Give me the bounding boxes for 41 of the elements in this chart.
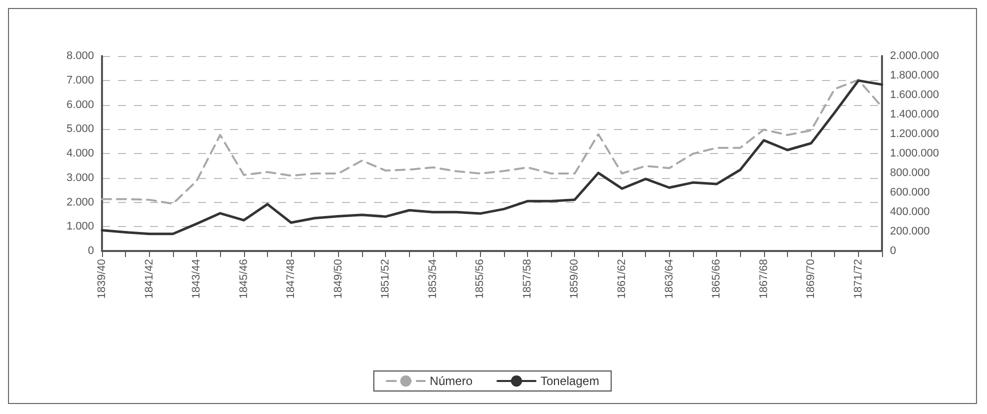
line-series xyxy=(101,78,883,205)
x-tick-label: 1851/52 xyxy=(380,259,392,299)
y-tick-label: 0 xyxy=(88,245,94,257)
y2-tick-label: 600.000 xyxy=(890,186,930,198)
y2-tick-label: 800.000 xyxy=(890,167,930,179)
y-tick-label: 2.000 xyxy=(66,196,94,208)
y-tick-label: 4.000 xyxy=(66,148,94,160)
x-tick-label: 1867/68 xyxy=(758,259,770,299)
x-tick-label: 1845/46 xyxy=(238,259,250,299)
x-tick-label: 1841/42 xyxy=(143,259,156,299)
line-series xyxy=(100,79,884,236)
x-tick-label: 1865/66 xyxy=(710,259,723,299)
x-tick-label: 1849/50 xyxy=(332,259,344,299)
x-tick-label: 1843/44 xyxy=(190,259,203,299)
y2-tick-label: 400.000 xyxy=(890,206,930,218)
x-tick-label: 1853/54 xyxy=(426,259,439,299)
y2-tick-label: 1.800.000 xyxy=(890,70,939,82)
x-tick-label: 1839/40 xyxy=(96,259,108,299)
y2-tick-label: 200.000 xyxy=(890,226,930,238)
x-tick-label: 1847/48 xyxy=(285,259,298,299)
x-tick-label: 1855/56 xyxy=(474,259,486,299)
y-tick-label: 8.000 xyxy=(66,50,94,62)
x-tick-label: 1863/64 xyxy=(663,259,676,299)
y2-tick-label: 0 xyxy=(890,245,896,257)
y-tick-label: 7.000 xyxy=(66,74,94,86)
y-tick-label: 3.000 xyxy=(66,172,94,184)
x-tick-label: 1859/60 xyxy=(568,259,581,299)
x-tick-label: 1871/72 xyxy=(852,259,864,299)
y-tick-label: 6.000 xyxy=(66,98,94,111)
y2-tick-label: 1.600.000 xyxy=(890,89,939,101)
y-tick-label: 1.000 xyxy=(66,220,94,233)
y2-tick-label: 1.200.000 xyxy=(890,128,939,140)
y2-tick-label: 2.000.000 xyxy=(890,50,939,62)
x-tick-label: 1861/62 xyxy=(616,259,628,299)
legend-label: Tonelagem xyxy=(540,374,600,388)
y2-tick-label: 1.400.000 xyxy=(890,108,939,120)
x-tick-label: 1869/70 xyxy=(805,259,818,299)
legend-label: Número xyxy=(430,374,473,388)
y2-tick-label: 1.000.000 xyxy=(890,148,939,160)
x-tick-label: 1857/58 xyxy=(521,259,534,299)
y-tick-label: 5.000 xyxy=(66,123,94,136)
